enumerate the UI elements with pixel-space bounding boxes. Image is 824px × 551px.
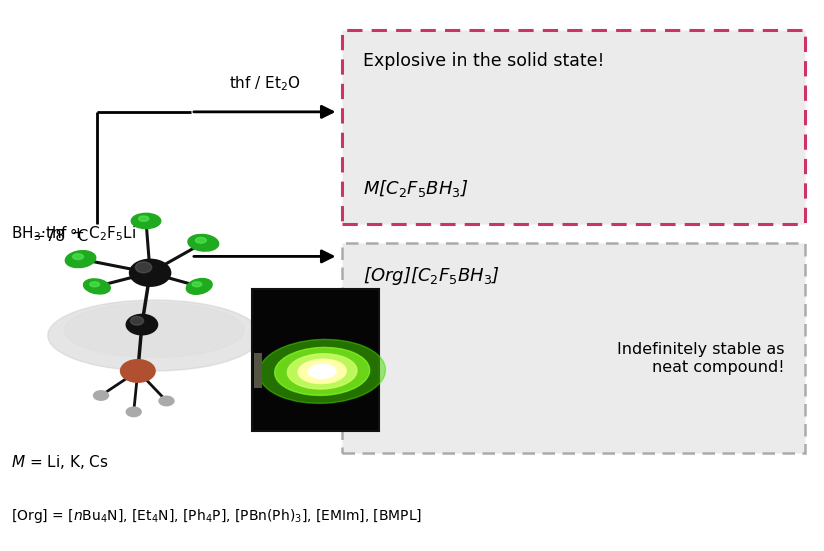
Circle shape — [125, 407, 142, 417]
Ellipse shape — [131, 213, 161, 229]
Ellipse shape — [195, 237, 206, 243]
FancyBboxPatch shape — [343, 243, 805, 453]
Text: Explosive in the solid state!: Explosive in the solid state! — [363, 52, 604, 70]
Ellipse shape — [83, 279, 110, 294]
Ellipse shape — [308, 364, 336, 379]
Text: [Org] = [$n$Bu$_4$N], [Et$_4$N], [Ph$_4$P], [PBn(Ph)$_3$], [EMIm], [BMPL]: [Org] = [$n$Bu$_4$N], [Et$_4$N], [Ph$_4$… — [11, 507, 422, 525]
Ellipse shape — [48, 300, 260, 371]
Bar — [254, 353, 262, 388]
Text: −78 °C: −78 °C — [34, 229, 89, 244]
FancyBboxPatch shape — [343, 30, 805, 224]
Ellipse shape — [192, 282, 202, 287]
Text: BH$_3$·thf + C$_2$F$_5$Li: BH$_3$·thf + C$_2$F$_5$Li — [11, 224, 136, 243]
Ellipse shape — [288, 354, 357, 389]
Circle shape — [158, 396, 175, 407]
Text: $M$ = Li, K, Cs: $M$ = Li, K, Cs — [11, 453, 109, 471]
Ellipse shape — [73, 254, 83, 260]
Circle shape — [125, 314, 158, 336]
Text: thf / Et$_2$O: thf / Et$_2$O — [229, 74, 301, 93]
Circle shape — [135, 262, 152, 273]
Ellipse shape — [65, 251, 96, 268]
Ellipse shape — [188, 234, 218, 251]
Text: $M$[C$_2$F$_5$BH$_3$]: $M$[C$_2$F$_5$BH$_3$] — [363, 178, 469, 199]
Bar — [252, 289, 379, 431]
Circle shape — [119, 359, 156, 383]
Ellipse shape — [90, 282, 100, 287]
Ellipse shape — [259, 339, 386, 403]
Text: Indefinitely stable as
neat compound!: Indefinitely stable as neat compound! — [617, 343, 784, 375]
Circle shape — [130, 316, 143, 325]
Ellipse shape — [138, 216, 149, 222]
Ellipse shape — [186, 279, 212, 294]
Ellipse shape — [274, 347, 370, 396]
Ellipse shape — [298, 359, 346, 383]
Circle shape — [129, 258, 171, 287]
Circle shape — [93, 390, 109, 401]
Text: [Org][C$_2$F$_5$BH$_3$]: [Org][C$_2$F$_5$BH$_3$] — [363, 264, 500, 287]
Ellipse shape — [64, 302, 244, 357]
